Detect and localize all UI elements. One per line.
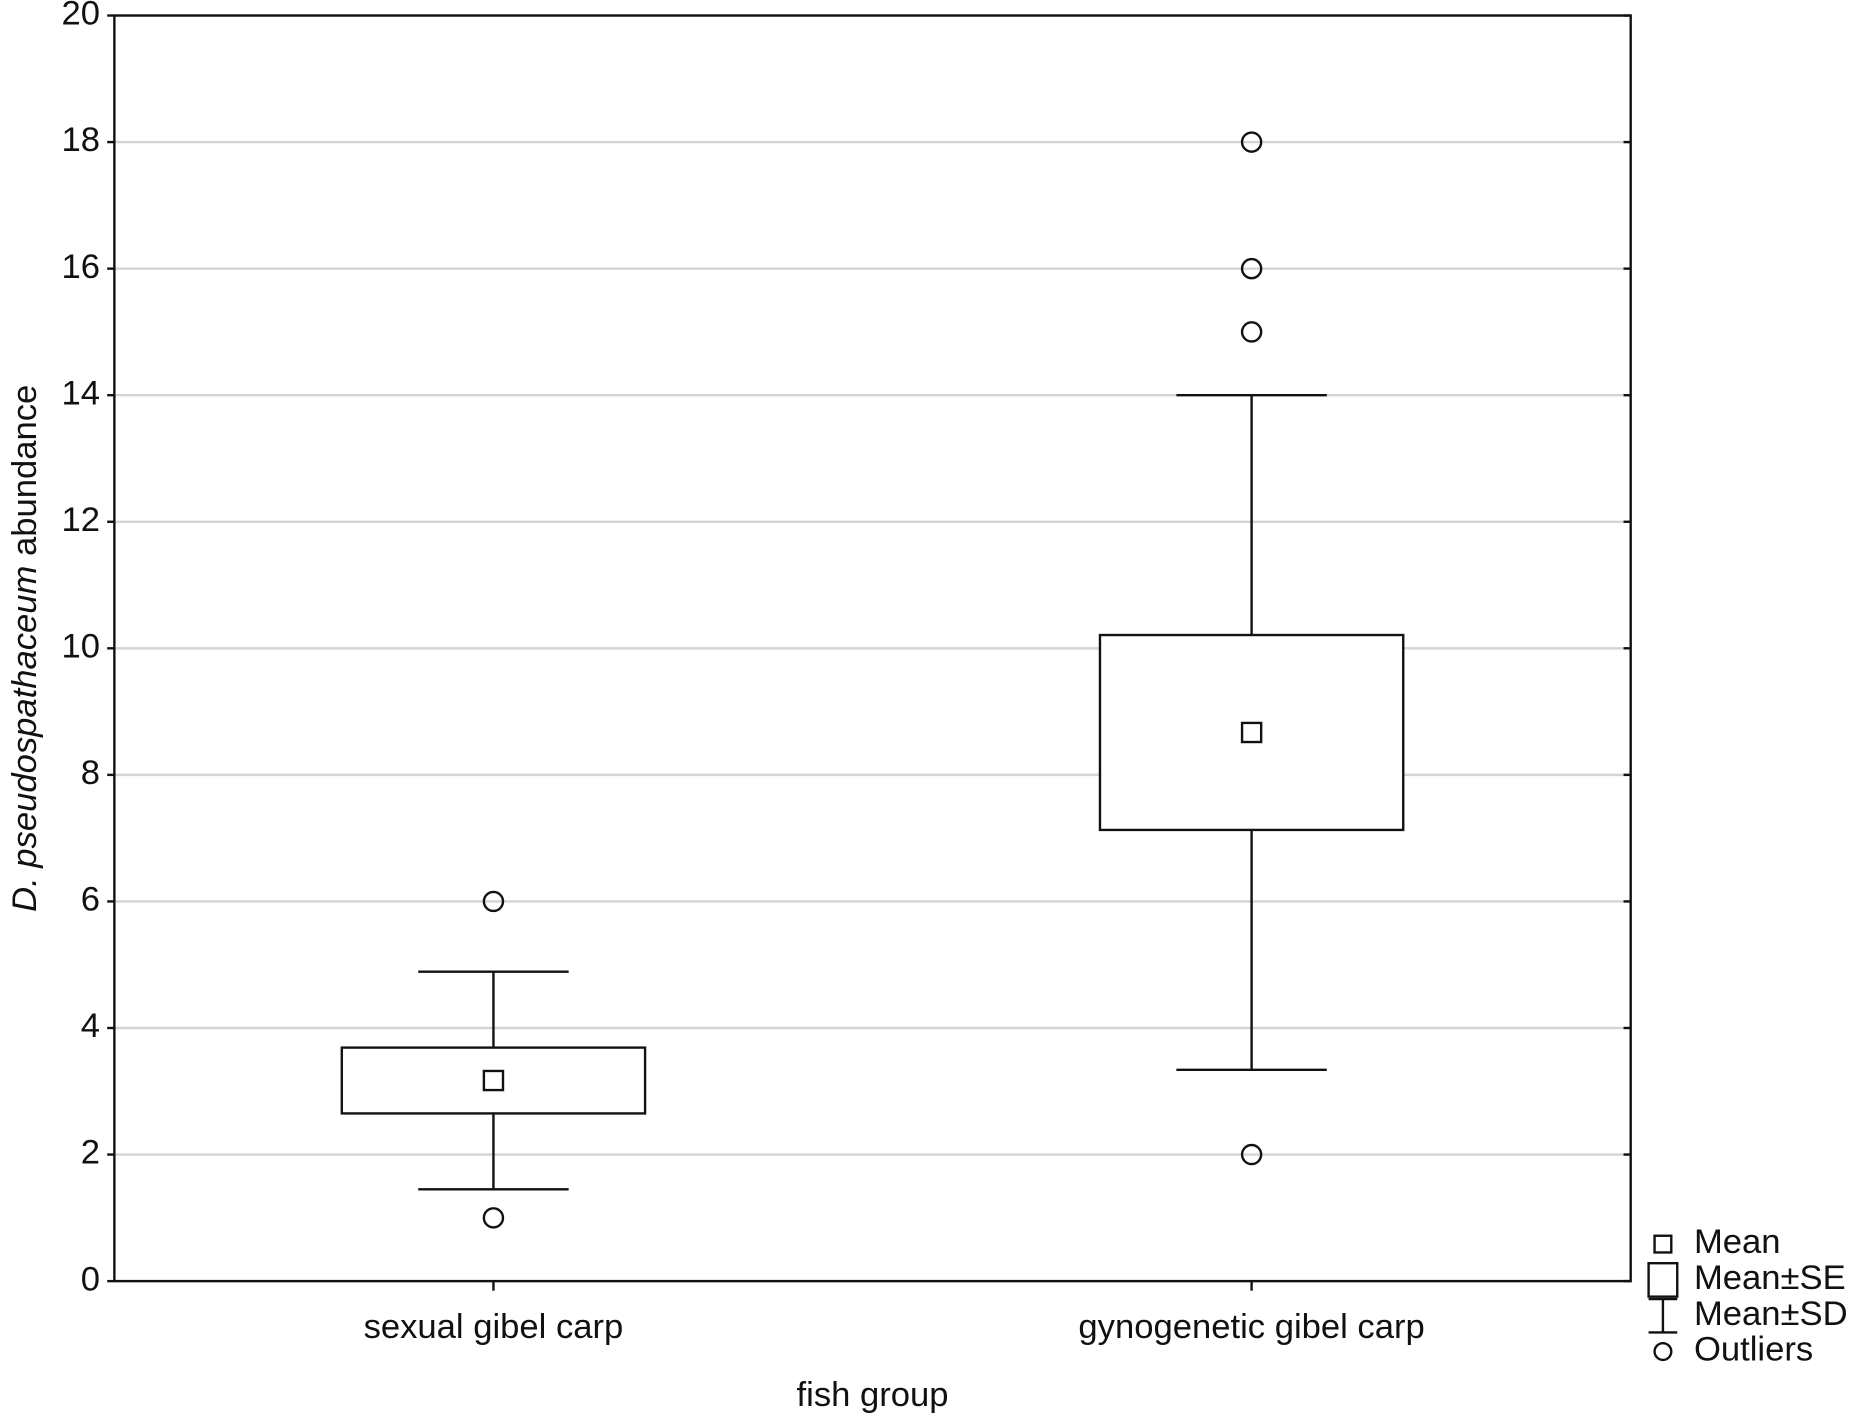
legend-label: Mean±SE bbox=[1694, 1259, 1846, 1297]
y-tick-label: 12 bbox=[62, 501, 101, 539]
y-tick-label: 10 bbox=[62, 627, 101, 665]
y-tick-label: 0 bbox=[81, 1260, 100, 1298]
plot-frame bbox=[113, 14, 1632, 1283]
y-tick-label: 2 bbox=[81, 1134, 100, 1172]
se-box bbox=[1098, 633, 1405, 832]
se-box bbox=[340, 1046, 647, 1115]
y-tick-label: 4 bbox=[81, 1007, 100, 1045]
y-label-italic: D. pseudospathaceum bbox=[6, 566, 44, 912]
x-tick-label: sexual gibel carp bbox=[364, 1308, 624, 1346]
outlier bbox=[482, 890, 505, 913]
legend-se bbox=[1647, 1262, 1679, 1298]
outlier bbox=[1240, 131, 1263, 153]
legend-label: Outliers bbox=[1694, 1331, 1813, 1369]
y-label-text: abundance bbox=[6, 385, 44, 566]
y-tick-label: 18 bbox=[62, 121, 101, 159]
x-axis-label: fish group bbox=[797, 1376, 949, 1414]
y-tick-label: 8 bbox=[81, 754, 100, 792]
mean-marker bbox=[1240, 721, 1263, 744]
y-tick-label: 20 bbox=[62, 0, 101, 33]
y-tick-label: 6 bbox=[81, 881, 100, 919]
mean-marker bbox=[482, 1069, 505, 1092]
y-tick-label: 14 bbox=[62, 374, 101, 412]
outlier bbox=[1240, 321, 1263, 343]
y-axis-label: D. pseudospathaceum abundance bbox=[6, 385, 44, 912]
legend-outlier bbox=[1653, 1342, 1673, 1362]
legend-label: Mean±SD bbox=[1694, 1295, 1848, 1333]
outlier bbox=[1240, 1143, 1263, 1166]
legend-mean bbox=[1653, 1234, 1673, 1254]
outlier bbox=[482, 1207, 505, 1229]
legend-label: Mean bbox=[1694, 1223, 1781, 1261]
y-tick-label: 16 bbox=[62, 248, 101, 286]
x-tick-label: gynogenetic gibel carp bbox=[1078, 1308, 1424, 1346]
outlier bbox=[1240, 257, 1263, 280]
